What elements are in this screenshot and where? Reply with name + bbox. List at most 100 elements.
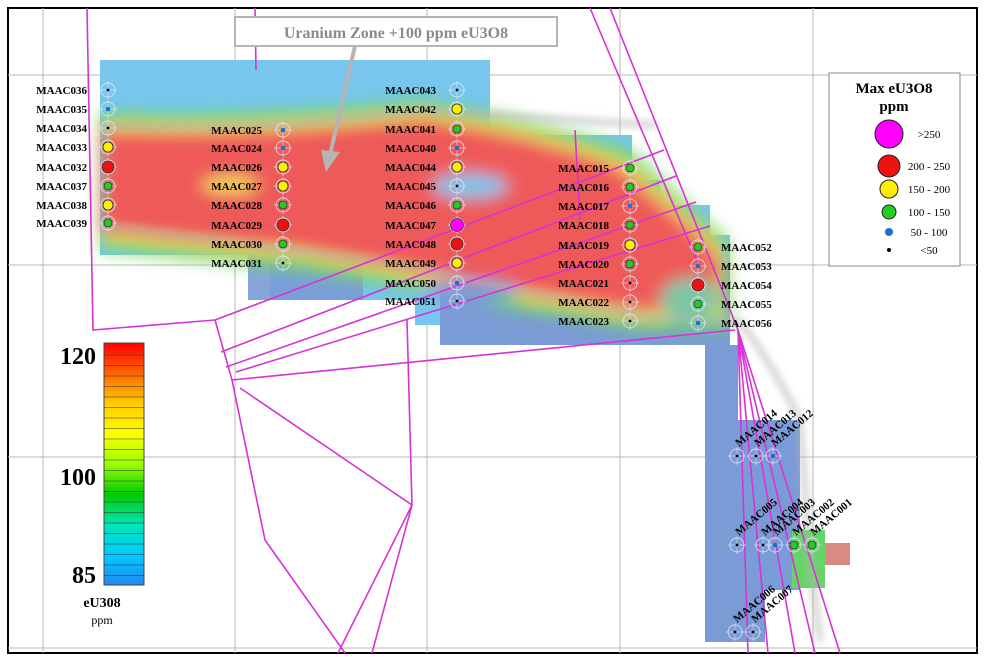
grade-symbol [103,218,113,228]
grade-symbol [625,220,635,230]
grade-symbol [452,124,462,134]
grade-symbol [454,145,460,151]
grade-symbol [280,127,286,133]
grade-symbol [789,540,799,550]
drill-hole: MAAC040 [385,139,466,157]
drill-hole: MAAC027 [211,177,292,195]
grade-symbol [105,106,111,112]
scale-label-high: 120 [60,344,96,370]
surface-green-pocket-056 [660,278,720,322]
drill-hole: MAAC045 [385,177,466,195]
grade-symbol [278,239,288,249]
grade-symbol [278,200,288,210]
legend-unit: ppm [879,99,909,115]
grade-symbol [451,257,463,269]
hole-label: MAAC031 [211,258,262,270]
hole-label: MAAC052 [721,242,772,254]
drill-hole: MAAC050 [385,274,466,292]
drill-hole: MAAC047 [385,216,466,234]
grade-symbol [627,203,633,209]
hole-label: MAAC034 [36,123,87,135]
grade-symbol [277,161,289,173]
grade-symbol [455,299,459,303]
grade-symbol [280,145,286,151]
hole-label: MAAC036 [36,85,87,97]
surface-low-pocket-027 [202,177,258,193]
legend-label: 100 - 150 [908,207,951,219]
drill-hole: MAAC056 [689,314,772,332]
legend-label: <50 [920,245,938,257]
drill-hole: MAAC052 [689,238,772,256]
hole-label: MAAC016 [558,182,609,194]
hole-label: MAAC055 [721,299,772,311]
drill-hole: MAAC039 [36,214,117,232]
grade-symbol [807,540,817,550]
grade-symbol [628,281,632,285]
hole-label: MAAC018 [558,220,609,232]
drill-hole: MAAC032 [36,158,117,176]
hole-label: MAAC038 [36,200,87,212]
hole-label: MAAC056 [721,318,772,330]
legend-symbol [879,179,899,199]
grade-symbol [735,454,739,458]
legend-label: 150 - 200 [908,184,951,196]
drill-hole: MAAC021 [558,274,639,292]
hole-label: MAAC045 [385,181,436,193]
grade-symbol [455,184,459,188]
grade-symbol [455,88,459,92]
grade-symbol [281,261,285,265]
grade-symbol [770,453,776,459]
drill-hole: MAAC034 [36,119,117,137]
legend: Max eU3O8 ppm >250 200 - 250 150 - 200 100 … [828,72,961,267]
hole-label: MAAC035 [36,104,87,116]
grade-symbol [277,180,289,192]
uranium-zone-callout: Uranium Zone +100 ppm eU3O8 [234,16,558,172]
drill-hole: MAAC031 [211,254,292,272]
drill-hole: MAAC020 [558,255,639,273]
hole-label: MAAC046 [385,200,436,212]
grade-symbol [276,218,290,232]
hole-label: MAAC025 [211,125,262,137]
surface-low-pocket-045 [432,174,508,198]
drill-hole: MAAC015 [558,159,639,177]
hole-label: MAAC044 [385,162,436,174]
drill-hole: MAAC025 [211,121,292,139]
grade-symbol [106,88,110,92]
surface-red-south [825,543,850,565]
hole-label: MAAC033 [36,142,87,154]
hole-label: MAAC023 [558,316,609,328]
hole-label: MAAC032 [36,162,87,174]
scale-label-low: 85 [72,563,96,589]
drill-hole: MAAC023 [558,312,639,330]
hole-label: MAAC050 [385,278,436,290]
grade-symbol [451,103,463,115]
drill-hole: MAAC043 [385,81,466,99]
grade-symbol [106,126,110,130]
hole-label: MAAC042 [385,104,436,116]
grade-symbol [693,299,703,309]
grade-symbol [761,543,765,547]
grade-symbol [102,141,114,153]
grade-symbol [624,239,636,251]
hole-label: MAAC043 [385,85,436,97]
hole-label: MAAC054 [721,280,772,292]
grade-symbol [735,543,739,547]
drill-hole: MAAC046 [385,196,466,214]
legend-title: Max eU3O8 [855,81,932,97]
hole-label: MAAC041 [385,124,436,136]
hole-label: MAAC026 [211,162,262,174]
drill-hole: MAAC033 [36,138,117,156]
grade-symbol [693,242,703,252]
hole-label: MAAC048 [385,239,436,251]
surface-high-grade [102,118,720,312]
grade-symbol [754,454,758,458]
hole-label: MAAC024 [211,143,262,155]
drill-hole: MAAC049 [385,254,466,272]
hole-label: MAAC047 [385,220,436,232]
grade-symbol [454,280,460,286]
drill-hole: MAAC055 [689,295,772,313]
drill-hole: MAAC029 [211,216,292,234]
legend-symbol [887,248,891,252]
grade-symbol [772,542,778,548]
